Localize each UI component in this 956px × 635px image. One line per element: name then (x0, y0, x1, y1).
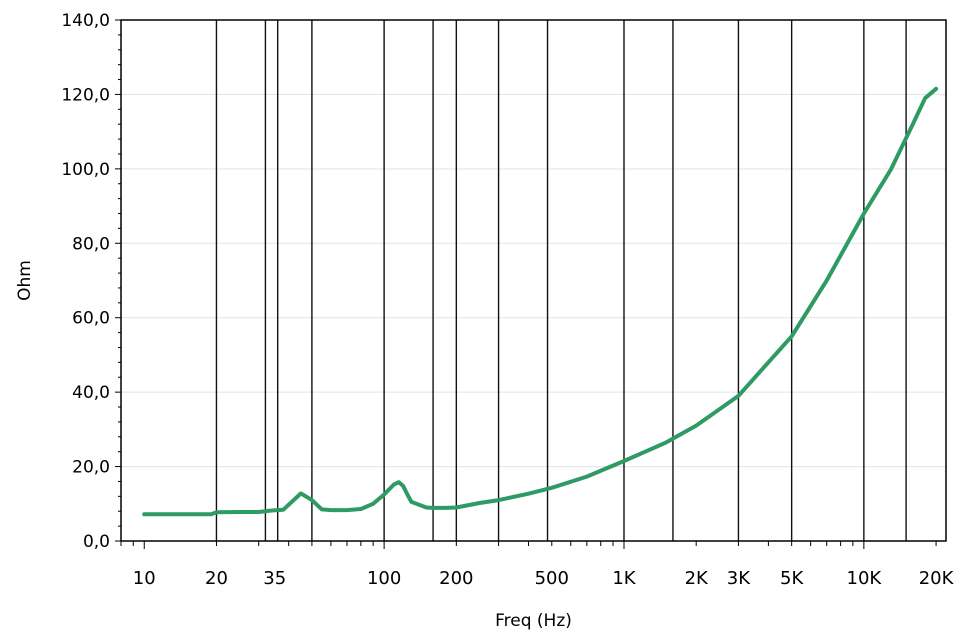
x-tick-label: 1K (612, 568, 636, 589)
x-tick-label: 500 (535, 568, 569, 589)
series-line-0 (142, 86, 939, 517)
x-tick-label: 100 (367, 568, 401, 589)
y-axis: 0,0 20,0 40,0 60,0 80,0 100,0 120,0 140,0 (61, 11, 121, 552)
y-axis-label: Ohm (15, 260, 35, 301)
x-tick-label: 20 (205, 568, 228, 589)
x-tick-label: 10 (133, 568, 156, 589)
plot-frame (120, 19, 947, 542)
y-tick-label: 120,0 (61, 85, 110, 105)
x-tick-label: 2K (685, 568, 709, 589)
x-tick-label: 35 (263, 568, 286, 589)
y-tick-label: 60,0 (72, 309, 110, 329)
y-tick-label: 40,0 (72, 383, 110, 403)
x-tick-label: 20K (919, 568, 955, 589)
y-tick-label: 100,0 (61, 160, 110, 180)
series-layer (142, 86, 939, 517)
y-tick-label: 140,0 (61, 11, 110, 31)
x-tick-label: 10K (847, 568, 883, 589)
x-tick-label: 3K (727, 568, 751, 589)
y-tick-label: 0,0 (83, 532, 110, 552)
y-tick-label: 80,0 (72, 234, 110, 254)
x-tick-label: 200 (439, 568, 473, 589)
x-tick-label: 5K (780, 568, 804, 589)
y-tick-label: 20,0 (72, 458, 110, 478)
vertical-lines (215, 20, 907, 541)
x-axis: 10 20 35 100 200 500 1K 2K 3K 5K 10K 20K (120, 541, 955, 589)
x-axis-label: Freq (Hz) (495, 611, 572, 631)
